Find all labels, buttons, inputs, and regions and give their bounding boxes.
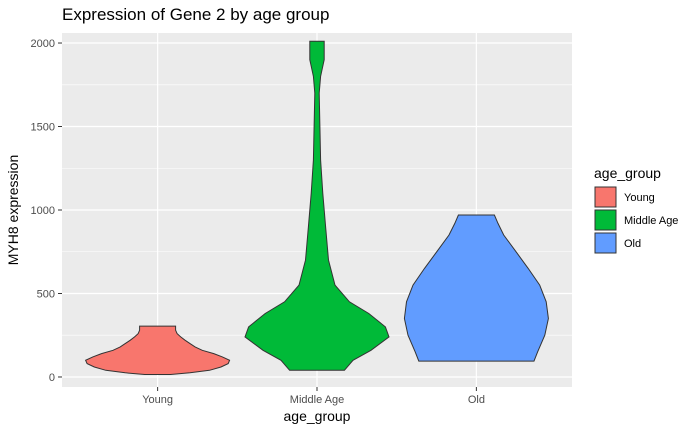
y-tick-label: 1000 (31, 205, 55, 217)
violins (84, 40, 549, 375)
legend-key-young (594, 186, 617, 208)
legend-key-old (594, 232, 617, 254)
x-axis: Young Middle Age Old (142, 387, 485, 406)
violin-middle-age (244, 40, 390, 371)
x-tick-label-old: Old (468, 394, 485, 406)
y-tick-label: 0 (49, 372, 55, 384)
y-tick-label: 500 (37, 288, 55, 300)
y-axis: 0 500 1000 1500 2000 (31, 38, 62, 384)
legend-key-middle-age (594, 209, 617, 231)
y-tick-label: 1500 (31, 122, 55, 134)
legend-label-young: Young (624, 192, 655, 204)
legend-title: age_group (594, 165, 661, 181)
legend-label-old: Old (624, 238, 641, 250)
x-tick-label-middle-age: Middle Age (290, 394, 344, 406)
y-axis-title: MYH8 expression (5, 155, 21, 266)
legend: age_group Young Middle Age Old (594, 165, 678, 254)
x-axis-title: age_group (284, 408, 351, 424)
x-tick-label-young: Young (142, 394, 173, 406)
chart-title: Expression of Gene 2 by age group (62, 5, 329, 24)
y-tick-label: 2000 (31, 38, 55, 50)
violin-old (403, 214, 549, 362)
legend-label-middle-age: Middle Age (624, 215, 678, 227)
violin-young (84, 325, 231, 375)
